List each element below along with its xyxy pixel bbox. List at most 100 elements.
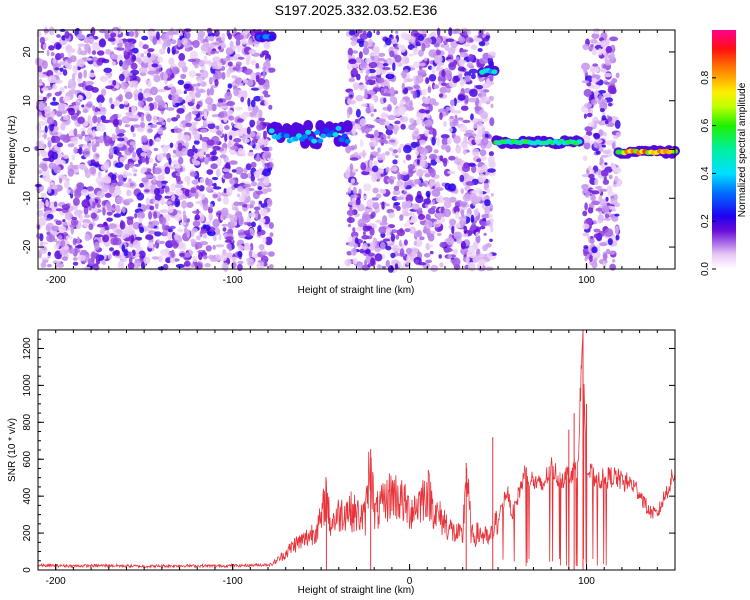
noise-cell bbox=[419, 62, 426, 67]
noise-cell bbox=[83, 205, 89, 215]
noise-cell bbox=[370, 257, 376, 267]
noise-cell bbox=[262, 66, 267, 71]
noise-cell bbox=[110, 103, 115, 110]
noise-cell bbox=[203, 111, 208, 120]
noise-cell bbox=[373, 160, 378, 166]
noise-cell bbox=[455, 144, 462, 154]
noise-cell bbox=[104, 30, 110, 40]
noise-cell bbox=[591, 84, 601, 90]
noise-cell bbox=[262, 150, 272, 160]
noise-cell bbox=[457, 70, 464, 76]
noise-cell bbox=[214, 70, 223, 80]
noise-cell bbox=[397, 171, 401, 181]
noise-cell bbox=[224, 91, 232, 101]
noise-cell bbox=[591, 33, 600, 39]
noise-cell bbox=[56, 142, 63, 148]
noise-cell bbox=[381, 265, 387, 270]
noise-cell bbox=[262, 236, 267, 244]
noise-cell bbox=[212, 244, 216, 250]
noise-cell bbox=[356, 38, 365, 44]
noise-cell bbox=[481, 213, 489, 219]
noise-cell bbox=[394, 120, 401, 125]
noise-cell bbox=[226, 252, 233, 260]
noise-cell bbox=[223, 172, 233, 179]
noise-cell bbox=[604, 120, 609, 125]
noise-cell bbox=[443, 208, 452, 218]
noise-cell bbox=[478, 29, 484, 37]
noise-cell bbox=[381, 201, 385, 210]
noise-cell bbox=[177, 241, 185, 249]
noise-cell bbox=[99, 135, 104, 144]
noise-cell bbox=[203, 156, 210, 165]
colorbar: 0.0 0.2 0.4 0.6 0.8 Normalized spectral ampl… bbox=[700, 30, 748, 276]
noise-cell bbox=[67, 143, 75, 148]
noise-cell bbox=[387, 125, 395, 131]
noise-cell bbox=[352, 126, 356, 136]
noise-cell bbox=[461, 202, 467, 208]
noise-cell bbox=[584, 126, 593, 132]
noise-cell bbox=[123, 100, 129, 105]
y-tick-label: 10 bbox=[22, 95, 33, 107]
noise-cell bbox=[124, 124, 131, 128]
noise-cell bbox=[183, 134, 190, 142]
noise-cell bbox=[184, 31, 191, 40]
noise-cell bbox=[489, 74, 494, 82]
noise-cell bbox=[167, 228, 173, 233]
noise-cell bbox=[156, 153, 164, 162]
noise-cell bbox=[474, 106, 482, 111]
snr-plot-area bbox=[38, 330, 675, 570]
noise-cell bbox=[431, 66, 436, 70]
noise-cell bbox=[265, 58, 270, 66]
noise-cell bbox=[250, 174, 256, 182]
noise-cell bbox=[56, 34, 61, 38]
noise-cell bbox=[454, 222, 461, 229]
noise-cell bbox=[487, 168, 496, 173]
noise-cell bbox=[62, 219, 66, 223]
noise-cell bbox=[230, 256, 238, 262]
noise-cell bbox=[364, 58, 373, 64]
noise-cell bbox=[116, 133, 125, 137]
noise-cell bbox=[376, 77, 385, 84]
noise-cell bbox=[350, 36, 359, 41]
noise-cell bbox=[587, 206, 594, 214]
noise-cell bbox=[145, 234, 153, 239]
noise-cell bbox=[177, 234, 182, 242]
noise-cell bbox=[41, 143, 46, 152]
noise-cell bbox=[399, 143, 405, 149]
noise-cell bbox=[452, 248, 458, 256]
noise-cell bbox=[403, 190, 407, 195]
noise-cell bbox=[611, 142, 616, 150]
noise-cell bbox=[356, 73, 361, 81]
noise-cell bbox=[412, 134, 421, 140]
noise-cell bbox=[106, 204, 113, 212]
noise-cell bbox=[55, 208, 63, 212]
noise-cell bbox=[78, 30, 83, 35]
noise-cell bbox=[162, 144, 169, 153]
noise-cell bbox=[359, 118, 367, 127]
noise-cell bbox=[488, 95, 494, 102]
noise-cell bbox=[251, 138, 259, 144]
noise-cell bbox=[110, 182, 118, 187]
noise-cell bbox=[228, 160, 238, 165]
noise-cell bbox=[138, 67, 148, 74]
noise-cell bbox=[228, 115, 235, 121]
noise-cell bbox=[229, 214, 238, 223]
noise-cell bbox=[181, 200, 188, 209]
noise-cell bbox=[354, 119, 359, 124]
noise-cell bbox=[457, 66, 465, 72]
noise-cell bbox=[186, 229, 191, 239]
noise-cell bbox=[601, 205, 610, 214]
noise-cell bbox=[201, 193, 206, 200]
noise-cell bbox=[230, 145, 239, 151]
noise-cell bbox=[212, 234, 217, 242]
noise-cell bbox=[80, 189, 89, 197]
noise-cell bbox=[59, 177, 63, 184]
noise-cell bbox=[121, 62, 129, 71]
noise-cell bbox=[362, 30, 367, 35]
noise-cell bbox=[413, 240, 417, 246]
noise-cell bbox=[353, 152, 359, 157]
noise-cell bbox=[587, 108, 592, 113]
noise-cell bbox=[439, 86, 448, 94]
noise-cell bbox=[92, 201, 96, 209]
noise-cell bbox=[418, 182, 427, 187]
